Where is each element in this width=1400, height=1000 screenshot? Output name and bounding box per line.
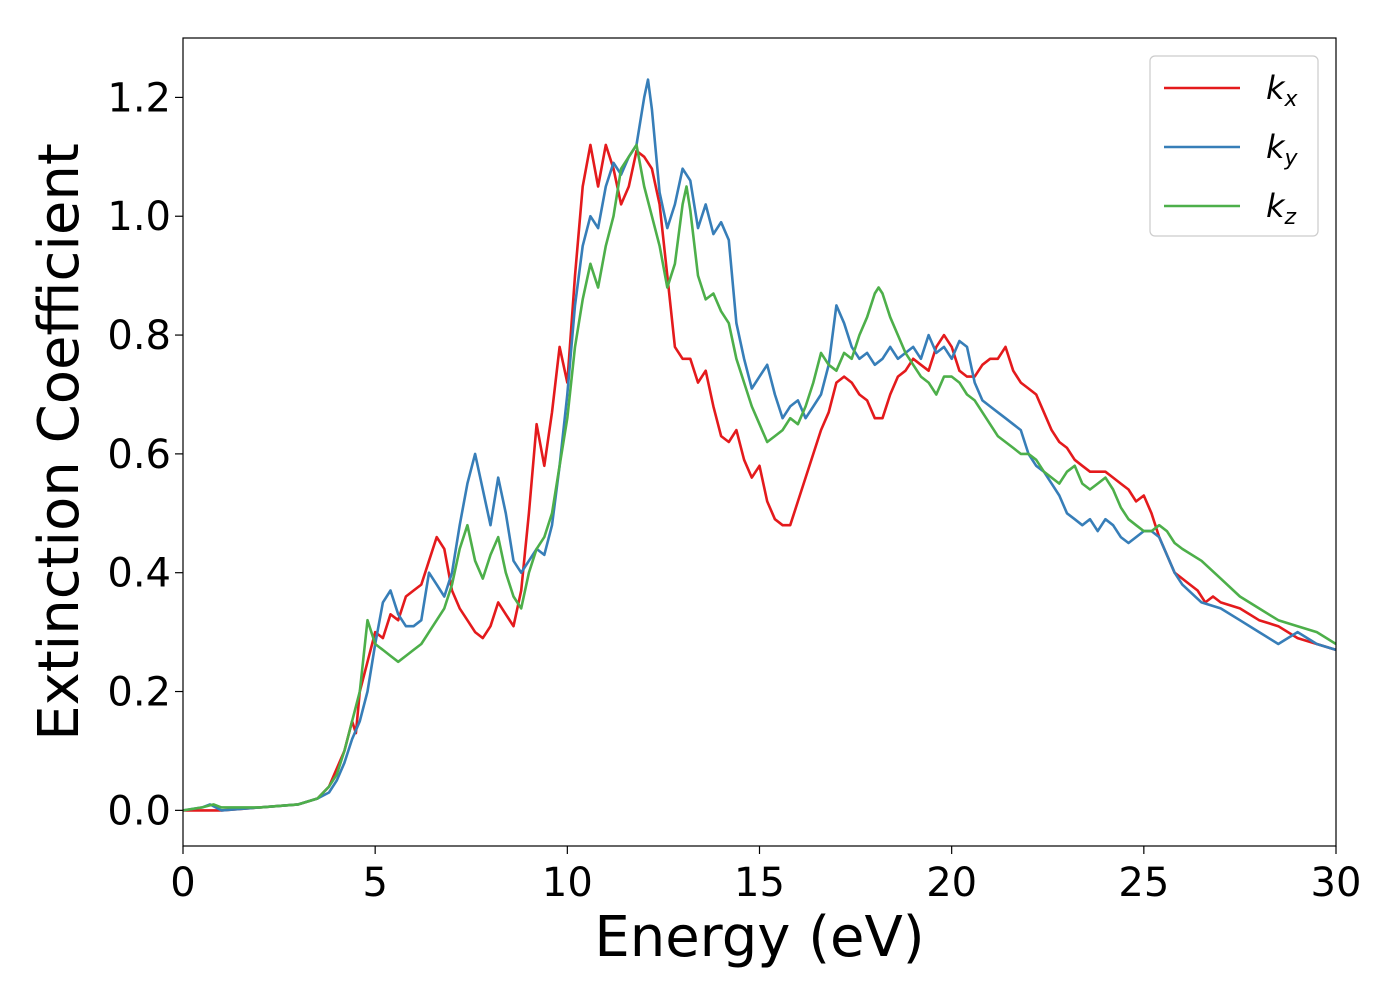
y-tick-label: 0.2: [107, 670, 171, 716]
legend-label-ky: ky: [1266, 128, 1299, 171]
y-tick-label: 0.0: [107, 788, 171, 834]
y-tick-label: 0.8: [107, 313, 171, 359]
y-axis-label: Extinction Coefficient: [27, 143, 92, 741]
legend-label-kz: kz: [1266, 187, 1297, 230]
series-line-ky: [183, 78, 1336, 812]
x-tick-label: 20: [926, 860, 977, 906]
y-axis-ticks: 0.0 0.2 0.4 0.6 0.8 1.0 1.2: [107, 75, 183, 834]
y-tick-label: 1.2: [107, 75, 171, 121]
y-tick-label: 0.4: [107, 551, 171, 597]
x-tick-label: 5: [362, 860, 387, 906]
x-tick-label: 25: [1118, 860, 1169, 906]
x-tick-label: 30: [1311, 860, 1362, 906]
x-tick-label: 10: [542, 860, 593, 906]
x-tick-label: 15: [734, 860, 785, 906]
y-tick-label: 0.6: [107, 432, 171, 478]
x-axis-label: Energy (eV): [594, 905, 924, 970]
series-line-kx: [183, 143, 1336, 812]
x-axis-ticks: 0 5 10 15 20 25 30: [170, 846, 1361, 906]
series-line-kz: [183, 143, 1336, 812]
x-tick-label: 0: [170, 860, 195, 906]
y-tick-label: 1.0: [107, 194, 171, 240]
legend: kx ky kz: [1149, 55, 1319, 237]
legend-label-kx: kx: [1266, 69, 1299, 112]
series-layer: [183, 78, 1336, 812]
